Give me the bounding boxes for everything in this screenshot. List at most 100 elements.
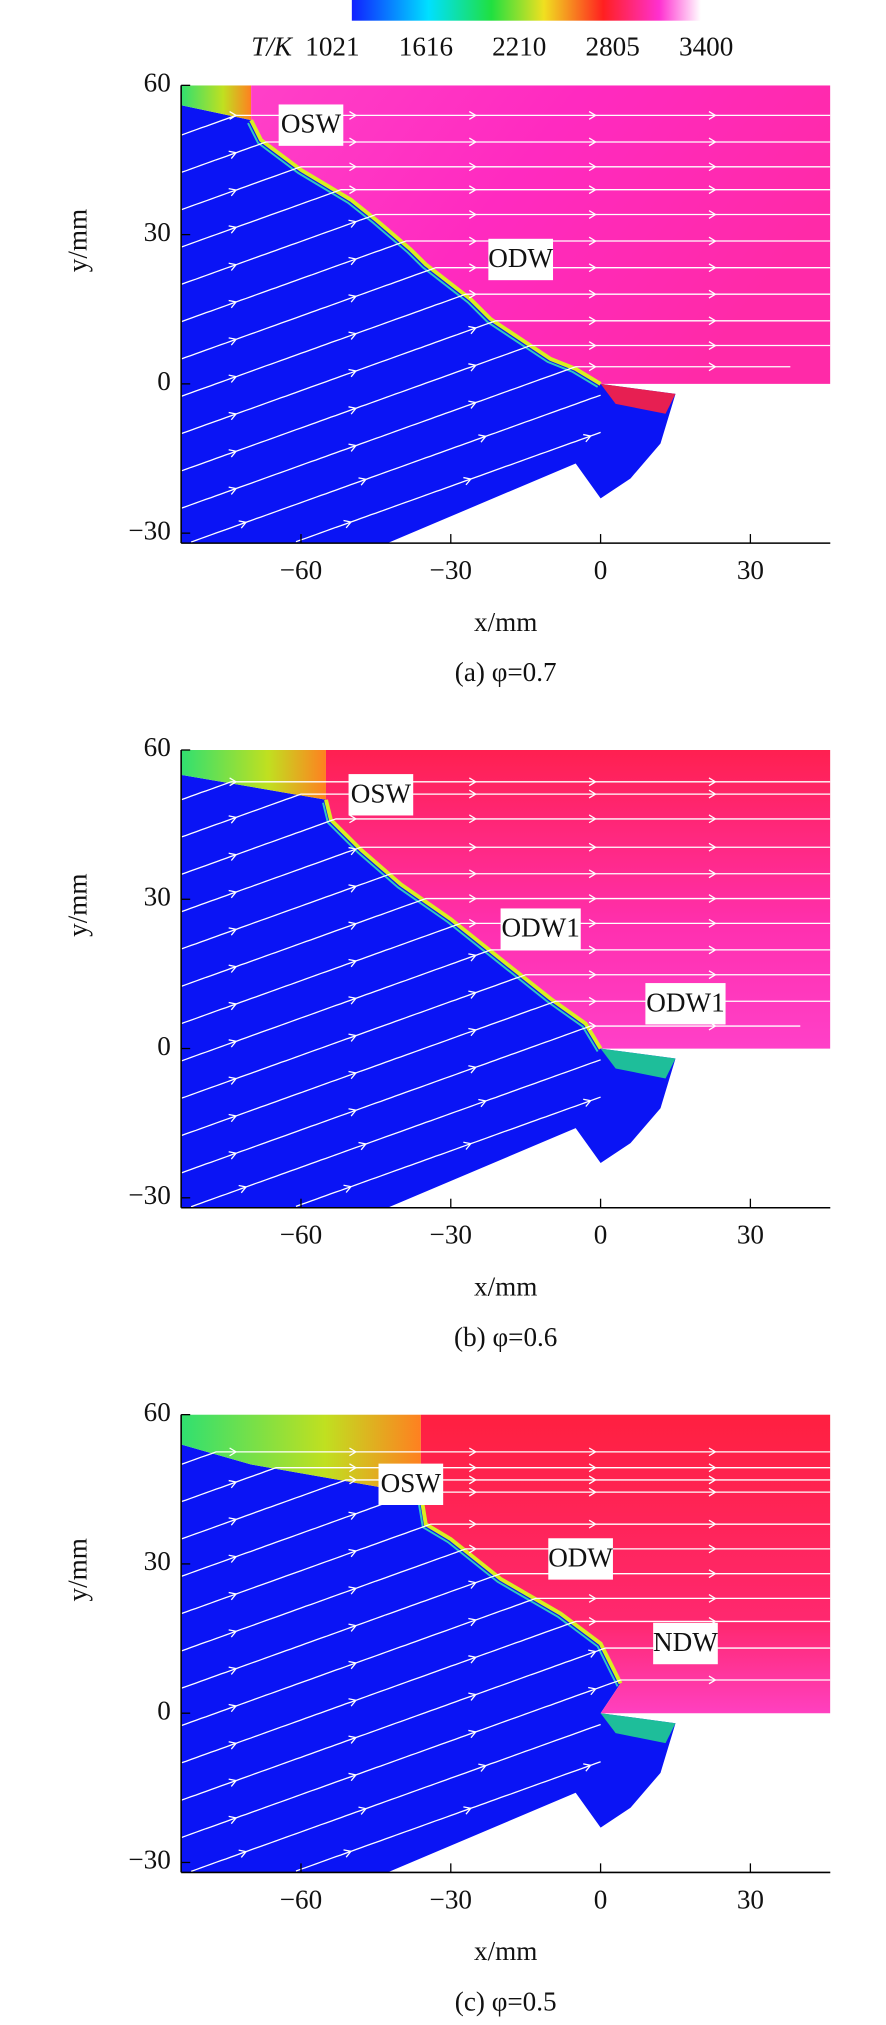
colorbar-label: T/K [251, 31, 294, 61]
x-tick-label: −30 [430, 555, 472, 585]
shock-front [249, 119, 602, 386]
streamline [181, 1451, 831, 1466]
annotation: NDW [653, 1627, 718, 1657]
y-tick-label: 0 [157, 1695, 171, 1725]
streamline [181, 818, 831, 876]
x-axis-label: x/mm [474, 607, 537, 637]
streamline [181, 344, 831, 472]
shock-front [322, 802, 599, 1053]
streamline [190, 394, 601, 543]
x-tick-label: −60 [280, 555, 322, 585]
wedge-layer [600, 1048, 676, 1079]
x-tick-label: 0 [594, 1884, 608, 1914]
annotation-box [653, 1622, 718, 1665]
corner-region [181, 750, 326, 800]
annotation-box [548, 1538, 613, 1580]
corner-region [181, 85, 252, 121]
x-tick-label: 30 [737, 1884, 764, 1914]
y-tick-label: 0 [157, 366, 171, 396]
shock-front [247, 122, 599, 388]
field [181, 750, 831, 1208]
hot-region [325, 750, 831, 1049]
annotation-box [348, 774, 414, 816]
streamline [181, 213, 831, 285]
y-tick-label: 0 [157, 1031, 171, 1061]
annotation-box [278, 104, 344, 146]
x-tick-label: 0 [594, 1220, 608, 1250]
caption: (b) φ=0.6 [454, 1322, 557, 1352]
x-tick-label: −30 [430, 1220, 472, 1250]
y-tick-label: 30 [144, 882, 171, 912]
streamline [181, 1491, 831, 1578]
cold-region [181, 105, 676, 544]
streamline [181, 1025, 801, 1174]
caption: (a) φ=0.7 [455, 657, 557, 687]
x-axis-label: x/mm [474, 1936, 537, 1966]
shock-front [416, 1497, 619, 1687]
annotation: ODW1 [646, 987, 724, 1017]
x-tick-label: −60 [280, 1220, 322, 1250]
streamline [181, 189, 831, 248]
streamline [295, 431, 601, 543]
streamline [181, 1620, 831, 1764]
plot-area: OSW ODW1 ODW1 −60 −30 0 30 −30 0 30 60 x/mm y/mm (b) … [63, 732, 831, 1352]
y-tick-label: 60 [144, 1397, 171, 1427]
colorbar-tick-label: 3400 [679, 31, 733, 61]
streamline [181, 781, 831, 801]
streamline [295, 1761, 601, 1872]
colorbar-tick-label: 1021 [305, 31, 359, 61]
field [181, 85, 831, 544]
plot-area: OSW ODW −60 −30 0 30 −30 0 30 60 x/mm y/mm (a) φ=0.7 [63, 68, 831, 687]
annotation: OSW [381, 1468, 442, 1498]
streamline [181, 1647, 831, 1801]
cold-region [181, 1444, 676, 1873]
streamline [181, 974, 831, 1099]
annotation-box [500, 908, 581, 950]
streamline [181, 1467, 831, 1503]
annotation: ODW [548, 1542, 613, 1572]
y-tick-label: −30 [128, 1845, 170, 1875]
streamline [181, 320, 831, 435]
streamline [181, 1597, 831, 1727]
y-tick-label: 60 [144, 68, 171, 98]
x-tick-label: −60 [280, 1884, 322, 1914]
annotation: OSW [281, 109, 342, 139]
shock-front [324, 799, 603, 1050]
streamline [181, 846, 831, 913]
cold-region [181, 774, 676, 1208]
y-axis-label: y/mm [63, 209, 93, 272]
y-tick-label: −30 [128, 515, 170, 545]
wedge-layer [600, 383, 676, 414]
plot-area: OSW ODW NDW −60 −30 0 30 −30 0 30 60 x/mm y/mm (c) φ=… [63, 1397, 831, 2017]
hot-region [251, 85, 831, 384]
streamline [190, 1059, 601, 1208]
x-tick-label: 30 [737, 1220, 764, 1250]
annotation: ODW1 [501, 913, 579, 943]
y-tick-label: 30 [144, 1546, 171, 1576]
streamline [181, 1479, 831, 1540]
colorbar [351, 0, 701, 21]
colorbar-tick-label: 1616 [399, 31, 453, 61]
streamline [181, 873, 831, 950]
streamline [190, 1723, 601, 1872]
y-axis-label: y/mm [63, 874, 93, 937]
y-axis-label: y/mm [63, 1538, 93, 1601]
annotation: ODW [488, 243, 553, 273]
streamline [181, 897, 831, 987]
x-tick-label: −30 [430, 1884, 472, 1914]
streamline [181, 1523, 831, 1615]
caption: (c) φ=0.5 [455, 1987, 557, 2017]
streamline [181, 366, 791, 509]
x-axis-label: x/mm [474, 1271, 537, 1301]
annotation-box [378, 1463, 444, 1506]
colorbar-tick-label: 2805 [586, 31, 640, 61]
shock-front [418, 1493, 623, 1685]
annotation-box [645, 983, 726, 1025]
streamline [181, 949, 831, 1062]
annotation-box [488, 238, 554, 281]
corner-region [181, 1414, 421, 1495]
streamline [181, 793, 831, 838]
y-tick-label: 30 [144, 217, 171, 247]
